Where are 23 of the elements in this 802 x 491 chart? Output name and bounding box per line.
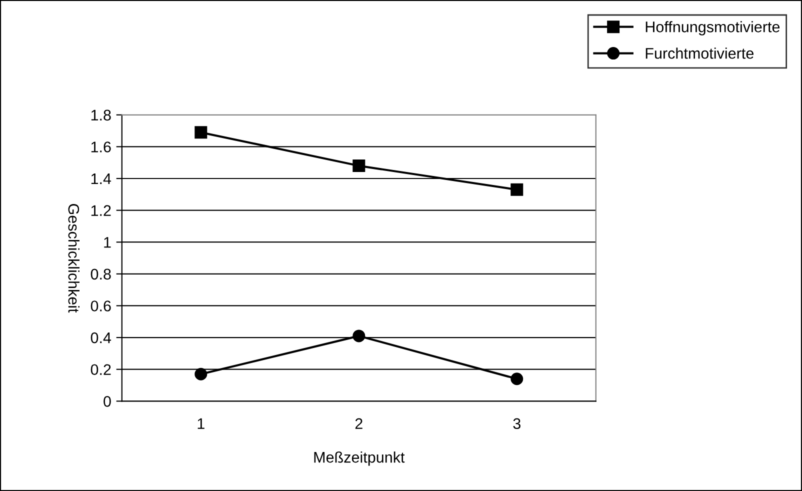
y-tick-label: 1 bbox=[104, 237, 111, 248]
legend-label: Hoffnungsmotivierte bbox=[646, 21, 780, 36]
y-tick-label: 1.4 bbox=[91, 174, 112, 184]
y-tick-label: 0.8 bbox=[90, 268, 111, 280]
y-tick-label: 0 bbox=[104, 396, 111, 407]
y-axis-title: Geschicklichkeit bbox=[68, 204, 80, 313]
y-tick-label: 1.6 bbox=[91, 142, 111, 152]
x-axis-title: Meßzeitpunkt bbox=[314, 452, 405, 466]
point bbox=[510, 372, 524, 386]
x-tick-label: 3 bbox=[513, 418, 520, 430]
y-tick-label: 1.2 bbox=[91, 205, 111, 216]
x-tick-label: 2 bbox=[355, 418, 362, 429]
point bbox=[510, 183, 524, 196]
y-tick-label: 0.2 bbox=[90, 364, 111, 376]
y-tick-label: 0.6 bbox=[90, 300, 111, 312]
y-tick-label: 0.4 bbox=[90, 332, 112, 344]
point bbox=[194, 368, 208, 380]
point bbox=[352, 160, 366, 172]
point bbox=[194, 126, 208, 139]
point bbox=[352, 330, 366, 342]
y-tick-label: 1.8 bbox=[91, 110, 111, 121]
x-tick-label: 1 bbox=[198, 418, 204, 429]
legend-label: Furchtmotivierte bbox=[646, 48, 754, 59]
